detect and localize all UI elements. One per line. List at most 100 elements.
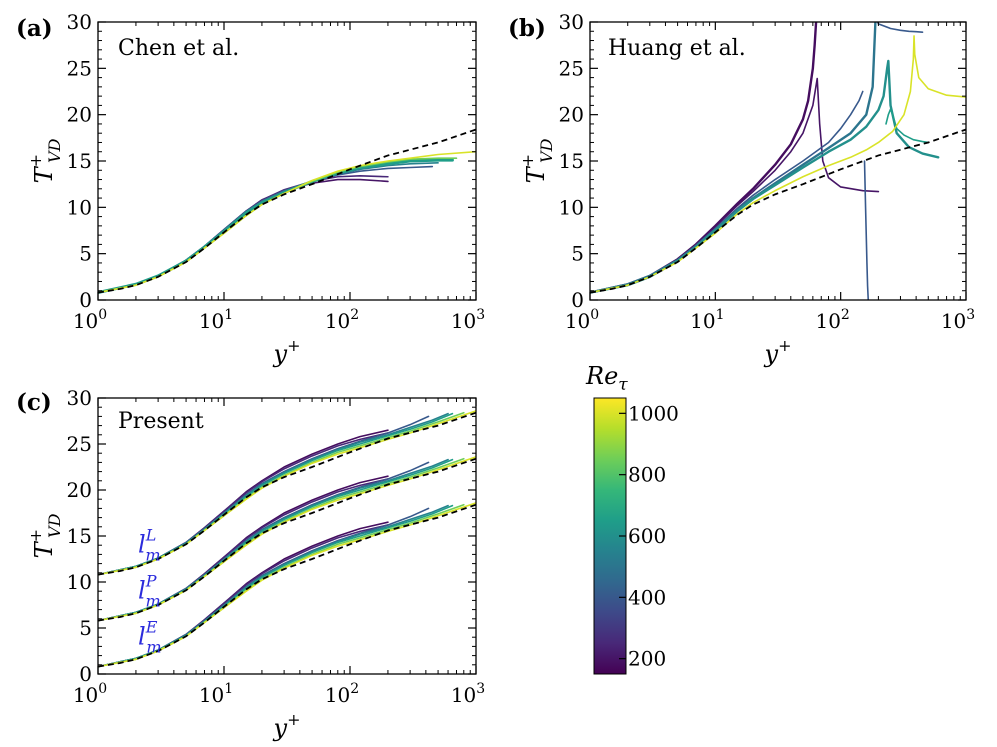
series-line-re650-group2 [98, 504, 454, 668]
x-tick-exp: 0 [98, 681, 107, 697]
mixing-length-label: lL m [138, 526, 160, 565]
y-tick-label: 20 [67, 103, 92, 127]
x-tick-base: 10 [73, 683, 98, 707]
x-tick-exp: 0 [98, 307, 107, 323]
y-axis-label: T+VD [518, 138, 556, 183]
x-tick-exp: 3 [966, 307, 975, 323]
reference-dashed-line [98, 128, 476, 294]
colorbar-title-base: Re [585, 362, 618, 390]
panel-a-reference [98, 128, 476, 294]
colorbar-title-sub: τ [618, 375, 628, 395]
y-tick-label: 0 [79, 288, 92, 312]
y-tick-label: 5 [571, 242, 584, 266]
y-tick-label: 5 [79, 616, 92, 640]
y-axis-label: T+VD [26, 138, 64, 183]
y-tick-label: 20 [559, 103, 584, 127]
x-tick-exp: 0 [590, 307, 599, 323]
panel-a-series [98, 150, 476, 295]
series-line-re550 [98, 162, 439, 294]
series-line-re200 [590, 77, 880, 294]
series-line-re400 [863, 160, 870, 300]
x-tick-base: 10 [451, 683, 476, 707]
x-tick-label: 103 [451, 681, 485, 707]
y-tick-label: 25 [559, 56, 584, 80]
y-tick-label: 15 [67, 149, 92, 173]
x-tick-exp: 2 [841, 307, 850, 323]
series-line-re400 [98, 165, 434, 294]
series-line-re400 [590, 90, 864, 294]
panel-annotation: Huang et al. [608, 36, 746, 61]
x-tick-base: 10 [690, 309, 715, 333]
x-tick-base: 10 [565, 309, 590, 333]
y-tick-label: 15 [67, 524, 92, 548]
x-tick-label: 102 [325, 681, 359, 707]
series-line-re1000 [98, 150, 476, 294]
y-tick-label: 10 [559, 195, 584, 219]
panel-annotation: Chen et al. [118, 36, 239, 61]
series-line-re200 [98, 178, 389, 294]
x-tick-base: 10 [199, 309, 224, 333]
x-tick-base: 10 [325, 309, 350, 333]
x-tick-label: 101 [199, 681, 233, 707]
panel-annotation: Present [118, 409, 204, 434]
x-tick-exp: 3 [476, 681, 485, 697]
reference-dashed-line-group2 [98, 503, 476, 668]
reference-dashed-line-group1 [98, 457, 476, 622]
x-tick-label: 100 [73, 681, 107, 707]
panel-b-reference [590, 128, 966, 294]
colorbar-title: Reτ [585, 362, 628, 395]
x-tick-base: 10 [941, 309, 966, 333]
colorbar-tick-label: 400 [628, 585, 666, 609]
x-tick-exp: 1 [224, 307, 233, 323]
panel-label: (a) [16, 15, 53, 42]
group-labels: lL m lP m lE m [138, 526, 162, 657]
x-axis-label: y+ [273, 336, 301, 368]
colorbar-tick-label: 600 [628, 524, 666, 548]
y-tick-label: 0 [79, 662, 92, 686]
x-tick-exp: 1 [224, 681, 233, 697]
mixing-length-label: lE m [138, 618, 162, 657]
y-tick-label: 25 [67, 432, 92, 456]
x-tick-base: 10 [73, 309, 98, 333]
y-tick-label: 30 [67, 386, 92, 410]
panel-label: (b) [508, 15, 546, 42]
x-tick-label: 100 [565, 307, 599, 333]
x-tick-exp: 3 [476, 307, 485, 323]
y-tick-label: 10 [67, 195, 92, 219]
series-line-re650 [885, 108, 930, 144]
x-tick-base: 10 [325, 683, 350, 707]
reference-dashed-line [590, 128, 966, 294]
mixing-length-label: lP m [138, 572, 161, 611]
series-line-re850 [98, 157, 458, 294]
x-tick-label: 101 [199, 307, 233, 333]
series-line-re400 [876, 22, 924, 33]
y-axis-label: T+VD [26, 513, 64, 558]
y-tick-label: 20 [67, 478, 92, 502]
x-tick-label: 102 [815, 307, 849, 333]
x-tick-label: 103 [451, 307, 485, 333]
colorbar-tick-label: 200 [628, 647, 666, 671]
x-tick-base: 10 [199, 683, 224, 707]
x-tick-exp: 2 [350, 307, 359, 323]
y-tick-label: 25 [67, 56, 92, 80]
colorbar-tick-label: 800 [628, 463, 666, 487]
colorbar-ticks: 200 400 600 800 1000 [619, 401, 679, 671]
series-line-re250 [98, 175, 389, 294]
colorbar: 200 400 600 800 1000 Reτ [585, 362, 679, 675]
y-tick-label: 0 [571, 288, 584, 312]
panel-c-reference [98, 411, 476, 668]
x-tick-label: 101 [690, 307, 724, 333]
x-tick-base: 10 [815, 309, 840, 333]
x-axis-label: y+ [764, 336, 792, 368]
series-line-re650-group1 [98, 458, 454, 622]
x-tick-label: 100 [73, 307, 107, 333]
x-tick-exp: 2 [350, 681, 359, 697]
y-tick-label: 30 [559, 10, 584, 34]
reference-dashed-line-group0 [98, 411, 476, 576]
colorbar-tick-label: 1000 [628, 401, 679, 425]
